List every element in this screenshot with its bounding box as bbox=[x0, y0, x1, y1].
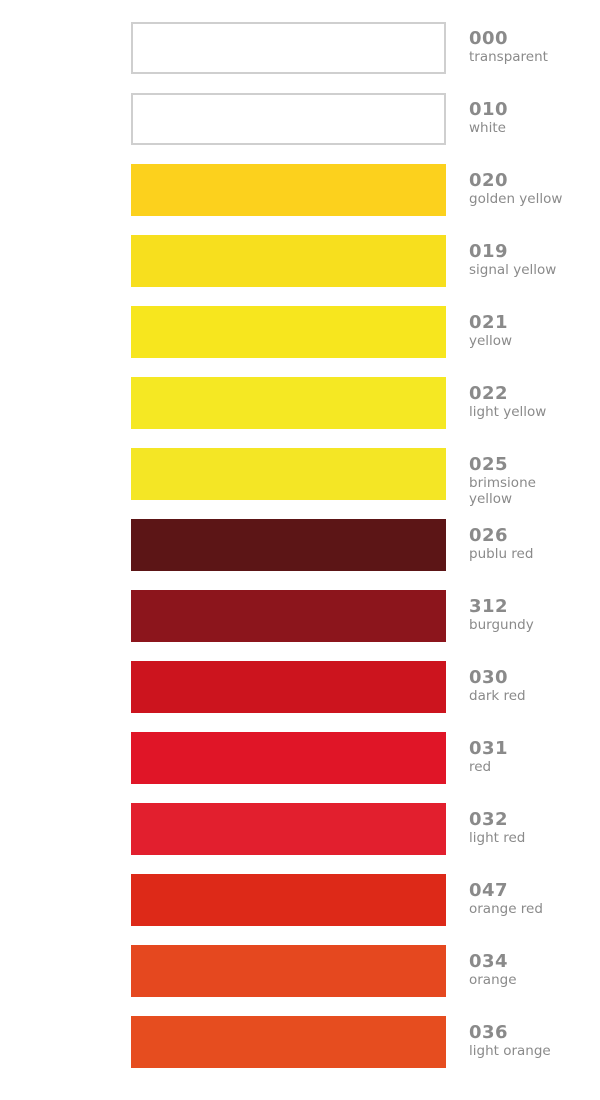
swatch-code: 021 bbox=[469, 312, 509, 333]
swatch-name: red bbox=[469, 759, 492, 775]
swatch-code: 030 bbox=[469, 667, 509, 688]
swatch-name: orange red bbox=[469, 901, 543, 917]
swatch-code: 034 bbox=[469, 951, 509, 972]
swatch-label: 047 orange red bbox=[469, 880, 579, 918]
swatch-label: 021 yellow bbox=[469, 312, 579, 350]
color-swatch bbox=[131, 519, 446, 571]
color-swatch bbox=[131, 235, 446, 287]
swatch-label: 032 light red bbox=[469, 809, 579, 847]
swatch-label: 000 transparent bbox=[469, 28, 579, 66]
color-swatch bbox=[131, 22, 446, 74]
swatch-name: light yellow bbox=[469, 404, 547, 420]
color-swatch bbox=[131, 306, 446, 358]
color-swatch bbox=[131, 164, 446, 216]
color-swatch bbox=[131, 874, 446, 926]
color-swatch bbox=[131, 661, 446, 713]
color-swatch bbox=[131, 93, 446, 145]
swatch-code: 026 bbox=[469, 525, 509, 546]
swatch-label: 312 burgundy bbox=[469, 596, 579, 634]
swatch-name: burgundy bbox=[469, 617, 534, 633]
swatch-code: 000 bbox=[469, 28, 509, 49]
color-swatch bbox=[131, 945, 446, 997]
swatch-name: light red bbox=[469, 830, 526, 846]
swatch-name: signal yellow bbox=[469, 262, 557, 278]
swatch-label: 020 golden yellow bbox=[469, 170, 579, 208]
swatch-label: 031 red bbox=[469, 738, 579, 776]
color-swatch bbox=[131, 590, 446, 642]
color-swatch bbox=[131, 448, 446, 500]
swatch-name: light orange bbox=[469, 1043, 551, 1059]
swatch-code: 025 bbox=[469, 454, 509, 475]
swatch-name: white bbox=[469, 120, 506, 136]
swatch-name: orange bbox=[469, 972, 517, 988]
swatch-code: 031 bbox=[469, 738, 509, 759]
swatch-label: 030 dark red bbox=[469, 667, 579, 705]
swatch-code: 036 bbox=[469, 1022, 509, 1043]
swatch-code: 010 bbox=[469, 99, 509, 120]
swatch-label: 010 white bbox=[469, 99, 579, 137]
color-swatch bbox=[131, 803, 446, 855]
swatch-name: golden yellow bbox=[469, 191, 563, 207]
swatch-name: brimsione yellow bbox=[469, 475, 536, 507]
color-swatch bbox=[131, 377, 446, 429]
swatch-name: yellow bbox=[469, 333, 513, 349]
swatch-label: 026 publu red bbox=[469, 525, 579, 563]
swatch-name: transparent bbox=[469, 49, 548, 65]
swatch-label: 034 orange bbox=[469, 951, 579, 989]
swatch-label: 019 signal yellow bbox=[469, 241, 579, 279]
swatch-name: dark red bbox=[469, 688, 526, 704]
swatch-code: 047 bbox=[469, 880, 509, 901]
swatch-code: 312 bbox=[469, 596, 509, 617]
swatch-code: 022 bbox=[469, 383, 509, 404]
swatch-label: 025 brimsione yellow bbox=[469, 454, 579, 508]
swatch-code: 032 bbox=[469, 809, 509, 830]
swatch-name: publu red bbox=[469, 546, 534, 562]
swatch-label: 036 light orange bbox=[469, 1022, 579, 1060]
swatch-code: 020 bbox=[469, 170, 509, 191]
color-swatch bbox=[131, 732, 446, 784]
swatch-code: 019 bbox=[469, 241, 509, 262]
color-swatch bbox=[131, 1016, 446, 1068]
swatch-label: 022 light yellow bbox=[469, 383, 579, 421]
